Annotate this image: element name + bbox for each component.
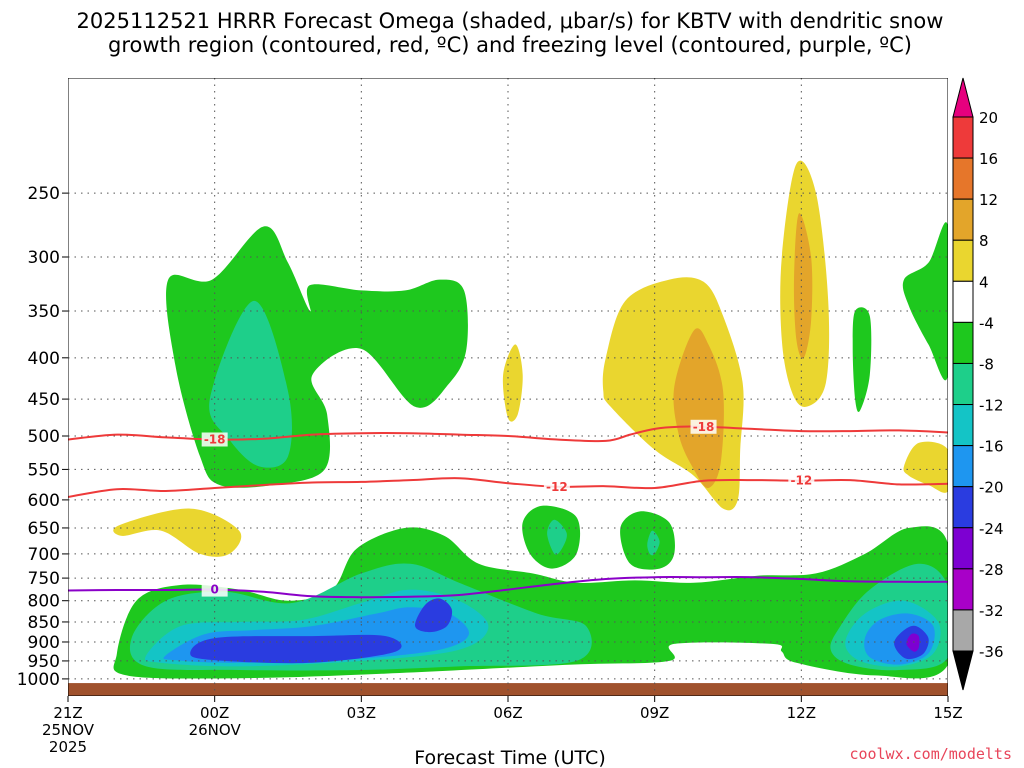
omega-region--8-18: [902, 222, 948, 381]
colorbar-bottom-arrow: [952, 650, 974, 691]
x-axis: 21Z 25NOV 2025 00Z 26NOV 03Z 06Z 09Z 12Z 15Z: [42, 696, 963, 756]
colorbar-swatch-5: [952, 321, 974, 364]
x-tick-label-6: 03Z: [347, 704, 376, 722]
y-tick-label-400: 400: [28, 349, 60, 369]
colorbar-tick-label: -32: [979, 602, 1004, 620]
contour-label-bg: [543, 479, 570, 494]
y-tick-label-700: 700: [28, 545, 60, 565]
colorbar-swatch-3: [952, 239, 974, 282]
credit-link[interactable]: coolwx.com/modelts: [849, 745, 1012, 763]
y-tick-label-900: 900: [28, 633, 60, 653]
colorbar-swatch-2: [952, 198, 974, 241]
y-tick-label-750: 750: [28, 569, 60, 589]
omega-region-8-23: [793, 213, 813, 359]
colorbar-tick-label: -36: [979, 643, 1004, 661]
colorbar-swatch-10: [952, 527, 974, 570]
omega-shading: [113, 160, 948, 679]
y-tick-label-600: 600: [28, 491, 60, 511]
x-tick-label-15: 12Z: [787, 704, 816, 722]
colorbar-swatch-1: [952, 157, 974, 200]
x-tick-label-18: 15Z: [933, 704, 962, 722]
x-axis-label: Forecast Time (UTC): [414, 747, 605, 768]
colorbar-tick-label: -24: [979, 520, 1004, 538]
x-tick-label-0: 21Z 25NOV 2025: [42, 704, 95, 756]
contour-label-1-0: -12: [546, 480, 568, 494]
y-tick-label-500: 500: [28, 427, 60, 447]
plot-area: -18 -18 -12 -12 0: [68, 78, 948, 696]
contour-line-0: [68, 425, 948, 443]
chart-title-line2: growth region (contoured, red, ºC) and f…: [108, 33, 912, 57]
colorbar-tick-label: -12: [979, 397, 1004, 415]
omega-region--12-14: [547, 519, 567, 555]
colorbar-top-arrow: [952, 77, 974, 118]
contour-label-bg: [690, 419, 717, 434]
colorbar-swatch-0: [952, 116, 974, 159]
contour-label-0-0: -18: [204, 432, 226, 446]
omega-region--12-16: [647, 530, 660, 556]
contour-lines: -18 -18 -12 -12 0: [68, 419, 948, 599]
contour-label-0-1: -18: [693, 420, 715, 434]
colorbar-swatch-8: [952, 445, 974, 488]
chart-title-line1: 2025112521 HRRR Forecast Omega (shaded, …: [77, 9, 944, 33]
contour-label-2-0: 0: [210, 583, 218, 597]
y-tick-label-250: 250: [28, 184, 60, 204]
y-tick-label-550: 550: [28, 460, 60, 480]
omega-region-4-19: [502, 344, 523, 422]
y-tick-label-350: 350: [28, 302, 60, 322]
y-tick-label-800: 800: [28, 592, 60, 612]
contour-label-1-1: -12: [790, 474, 812, 488]
y-tick-label-950: 950: [28, 652, 60, 672]
y-tick-label-650: 650: [28, 519, 60, 539]
omega-region--8-17: [852, 307, 872, 412]
omega-region-8-21: [673, 328, 724, 489]
omega-region--24-8: [415, 598, 453, 633]
x-tick-label-3: 00Z 26NOV: [189, 704, 242, 739]
colorbar-swatch-12: [952, 609, 974, 652]
omega-region-4-24: [113, 508, 242, 557]
y-tick-label-300: 300: [28, 248, 60, 268]
y-tick-label-450: 450: [28, 390, 60, 410]
colorbar-swatch-7: [952, 404, 974, 447]
colorbar-tick-label: -20: [979, 479, 1004, 497]
colorbar-tick-label: 8: [979, 232, 989, 250]
y-tick-label-1000: 1000: [17, 670, 60, 690]
y-tick-label-850: 850: [28, 613, 60, 633]
colorbar-tick-label: -4: [979, 314, 994, 332]
colorbar-tick-label: 16: [979, 150, 998, 168]
colorbar-swatch-4: [952, 280, 974, 323]
omega-region--28-10: [906, 633, 920, 652]
colorbar-swatch-9: [952, 486, 974, 529]
colorbar-tick-label: -8: [979, 355, 994, 373]
x-tick-label-9: 06Z: [493, 704, 522, 722]
contour-label-bg: [788, 473, 815, 488]
colorbar-legend: 20 16 12 8 4 -4 -8 -12 -16 -20 -24 -28 -32 -36: [952, 77, 1004, 691]
x-tick-label-12: 09Z: [640, 704, 669, 722]
y-axis: 2503003504004505005506006507007508008509…: [17, 184, 68, 690]
colorbar-tick-label: -16: [979, 438, 1004, 456]
contour-label-bg: [201, 432, 228, 447]
colorbar-tick-label: 12: [979, 191, 998, 209]
omega-region--8-15: [620, 511, 675, 570]
contour-label-bg: [201, 582, 228, 597]
omega-region-4-25: [903, 441, 948, 493]
colorbar-swatch-6: [952, 362, 974, 406]
colorbar-tick-label: 20: [979, 109, 998, 127]
colorbar-swatch-11: [952, 568, 974, 611]
omega-region--12-12: [209, 300, 292, 468]
colorbar-tick-label: -28: [979, 561, 1004, 579]
colorbar-tick-label: 4: [979, 273, 989, 291]
